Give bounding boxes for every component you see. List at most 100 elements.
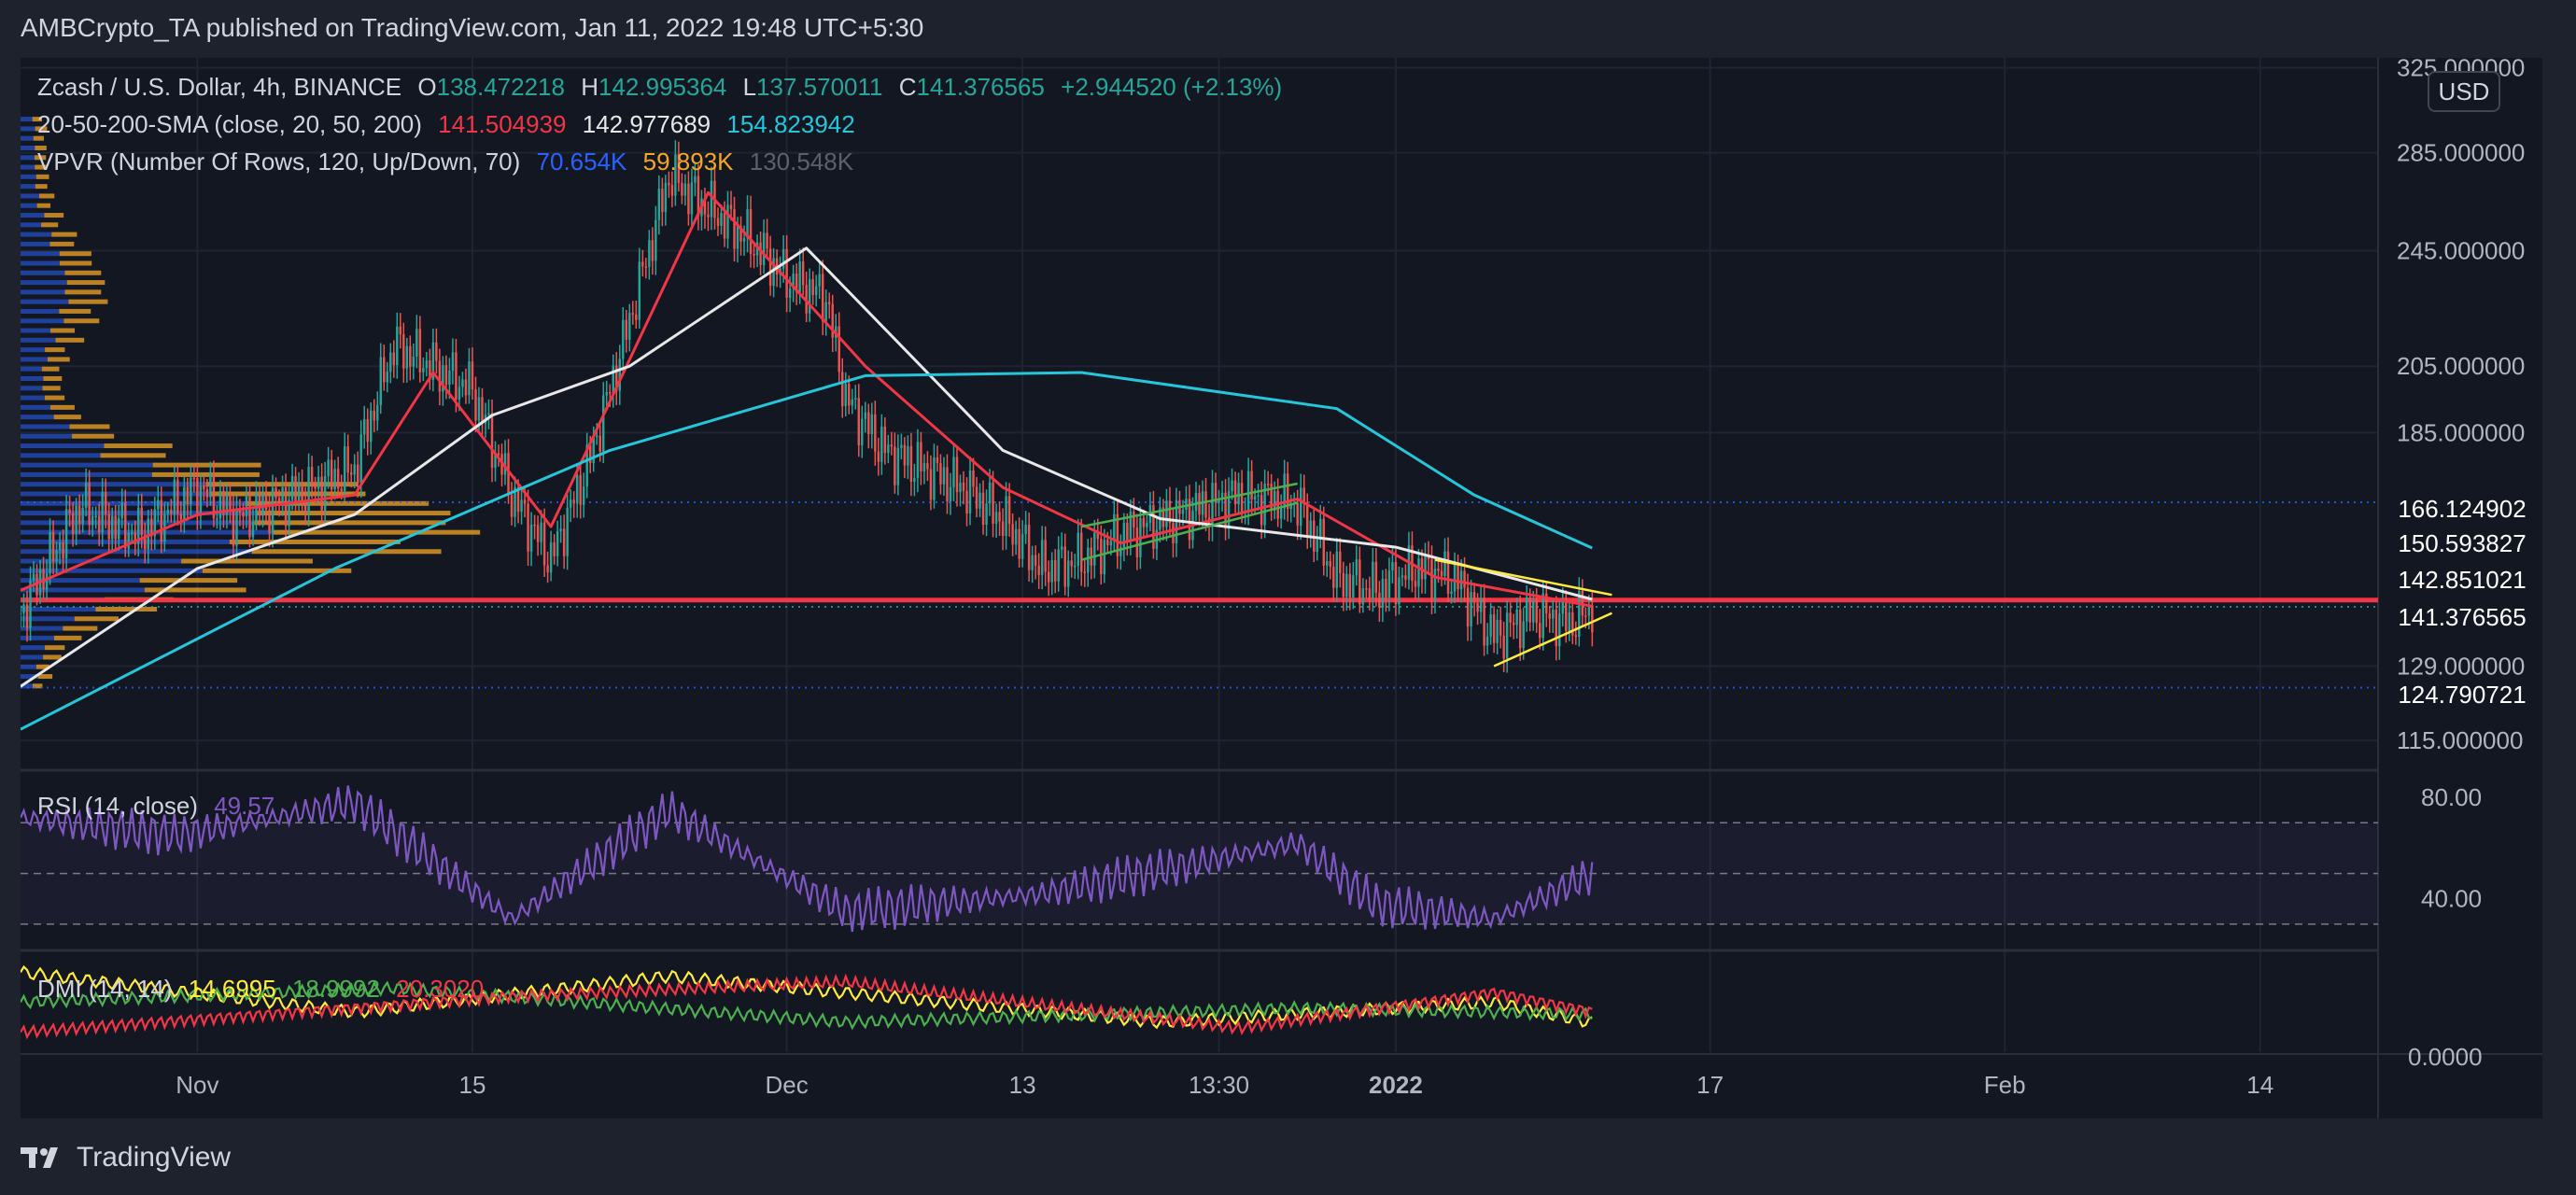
triangle-line <box>1434 558 1612 597</box>
candle-body <box>71 513 75 534</box>
chart-background <box>21 58 2542 1118</box>
candle-body <box>569 499 572 508</box>
trading-chart[interactable]: 325.000000285.000000245.000000205.000000… <box>21 58 2542 1118</box>
candle-body <box>723 213 726 239</box>
vp-up-bar <box>21 251 60 257</box>
vp-up-bar <box>21 664 36 669</box>
candle-body <box>1096 532 1100 540</box>
candle-body <box>1492 613 1496 643</box>
candle-body <box>261 494 264 516</box>
candle-body <box>327 459 330 476</box>
axes: 325.000000285.000000245.000000205.000000… <box>176 58 2525 1099</box>
candle-body <box>1335 551 1339 588</box>
candle-body <box>615 365 618 391</box>
candle-body <box>1578 590 1581 637</box>
candle-body <box>144 534 147 550</box>
time-tick-label: 13 <box>1009 1071 1036 1099</box>
candle-body <box>1368 588 1372 599</box>
dmi-label: DMI (14, 14) <box>37 975 173 1003</box>
currency-badge[interactable]: USD <box>2428 71 2500 112</box>
candle-body <box>795 274 798 293</box>
candle-body <box>664 182 668 213</box>
candle-body <box>677 154 681 183</box>
price-tag: 141.376565 <box>2398 602 2527 631</box>
candle-body <box>183 486 186 520</box>
candle-body <box>1106 540 1109 546</box>
candle-body <box>110 515 114 540</box>
pattern-drawings <box>1080 482 1612 668</box>
candle-body <box>389 352 392 373</box>
candle-body <box>284 486 288 527</box>
vp-up-bar <box>21 232 52 237</box>
wedge-line <box>1081 482 1298 528</box>
candle-body <box>349 472 353 475</box>
sma200-value: 154.823942 <box>726 110 855 138</box>
candle-body <box>929 469 933 500</box>
candle-body <box>746 209 749 239</box>
price-tag: 166.124902 <box>2398 494 2527 523</box>
tradingview-logo-icon <box>21 1147 58 1168</box>
candle-body <box>1119 546 1122 556</box>
candle-body <box>123 502 127 549</box>
candle-body <box>1224 492 1227 529</box>
candle-body <box>651 240 655 261</box>
candle-body <box>1391 562 1394 571</box>
vp-up-bar <box>21 482 206 487</box>
candle-body <box>140 507 143 535</box>
candle-body <box>1518 609 1522 649</box>
candle-body <box>909 445 913 482</box>
time-tick-label: 17 <box>1696 1071 1724 1099</box>
price-tick-label: 185.000000 <box>2397 418 2525 446</box>
candle-body <box>173 479 176 514</box>
vp-down-bar <box>41 222 59 228</box>
candle-body <box>1011 524 1014 545</box>
candle-body <box>1014 528 1018 545</box>
vp-up-bar <box>21 318 64 324</box>
vp-down-bar <box>35 145 47 150</box>
candle-body <box>1374 561 1378 594</box>
candle-body <box>274 487 277 499</box>
vp-down-bar <box>251 549 442 555</box>
candle-body <box>497 453 500 455</box>
candle-body <box>890 444 894 447</box>
candle-body <box>1021 533 1024 559</box>
candle-body <box>1476 602 1479 612</box>
vp-down-bar <box>36 203 51 208</box>
candle-body <box>1531 600 1535 623</box>
candle-body <box>1233 480 1237 505</box>
vpvr-label: VPVR (Number Of Rows, 120, Up/Down, 70) <box>37 148 521 176</box>
rsi-label: RSI (14, close) <box>37 792 198 820</box>
candle-body <box>768 248 772 287</box>
candle-body <box>1044 540 1047 572</box>
candle-body <box>798 261 801 293</box>
candle-body <box>844 384 847 407</box>
candle-body <box>376 404 379 421</box>
candle-body <box>160 499 163 542</box>
candle-body <box>988 482 992 504</box>
candle-body <box>1552 609 1555 619</box>
vp-up-bar <box>21 135 34 141</box>
candle-body <box>1472 592 1476 603</box>
candle-body <box>1387 570 1391 598</box>
vp-up-bar <box>21 241 50 246</box>
candle-body <box>333 469 336 490</box>
candle-body <box>77 505 81 525</box>
candle-body <box>729 204 733 209</box>
vp-up-bar <box>21 386 43 391</box>
candle-body <box>1538 623 1541 639</box>
sma-line <box>21 246 1593 688</box>
candle-body <box>1246 471 1250 512</box>
candle-body <box>232 509 235 546</box>
candle-body <box>985 503 988 525</box>
candle-body <box>68 509 71 513</box>
candle-body <box>1296 502 1299 526</box>
candle-body <box>1587 605 1591 616</box>
candle-body <box>1565 599 1568 631</box>
candle-body <box>605 391 608 396</box>
vp-down-bar <box>68 299 108 304</box>
candle-body <box>848 384 851 406</box>
candle-body <box>1378 593 1381 608</box>
candle-body <box>477 397 481 421</box>
candle-body <box>1358 559 1361 605</box>
candle-body <box>373 410 375 421</box>
